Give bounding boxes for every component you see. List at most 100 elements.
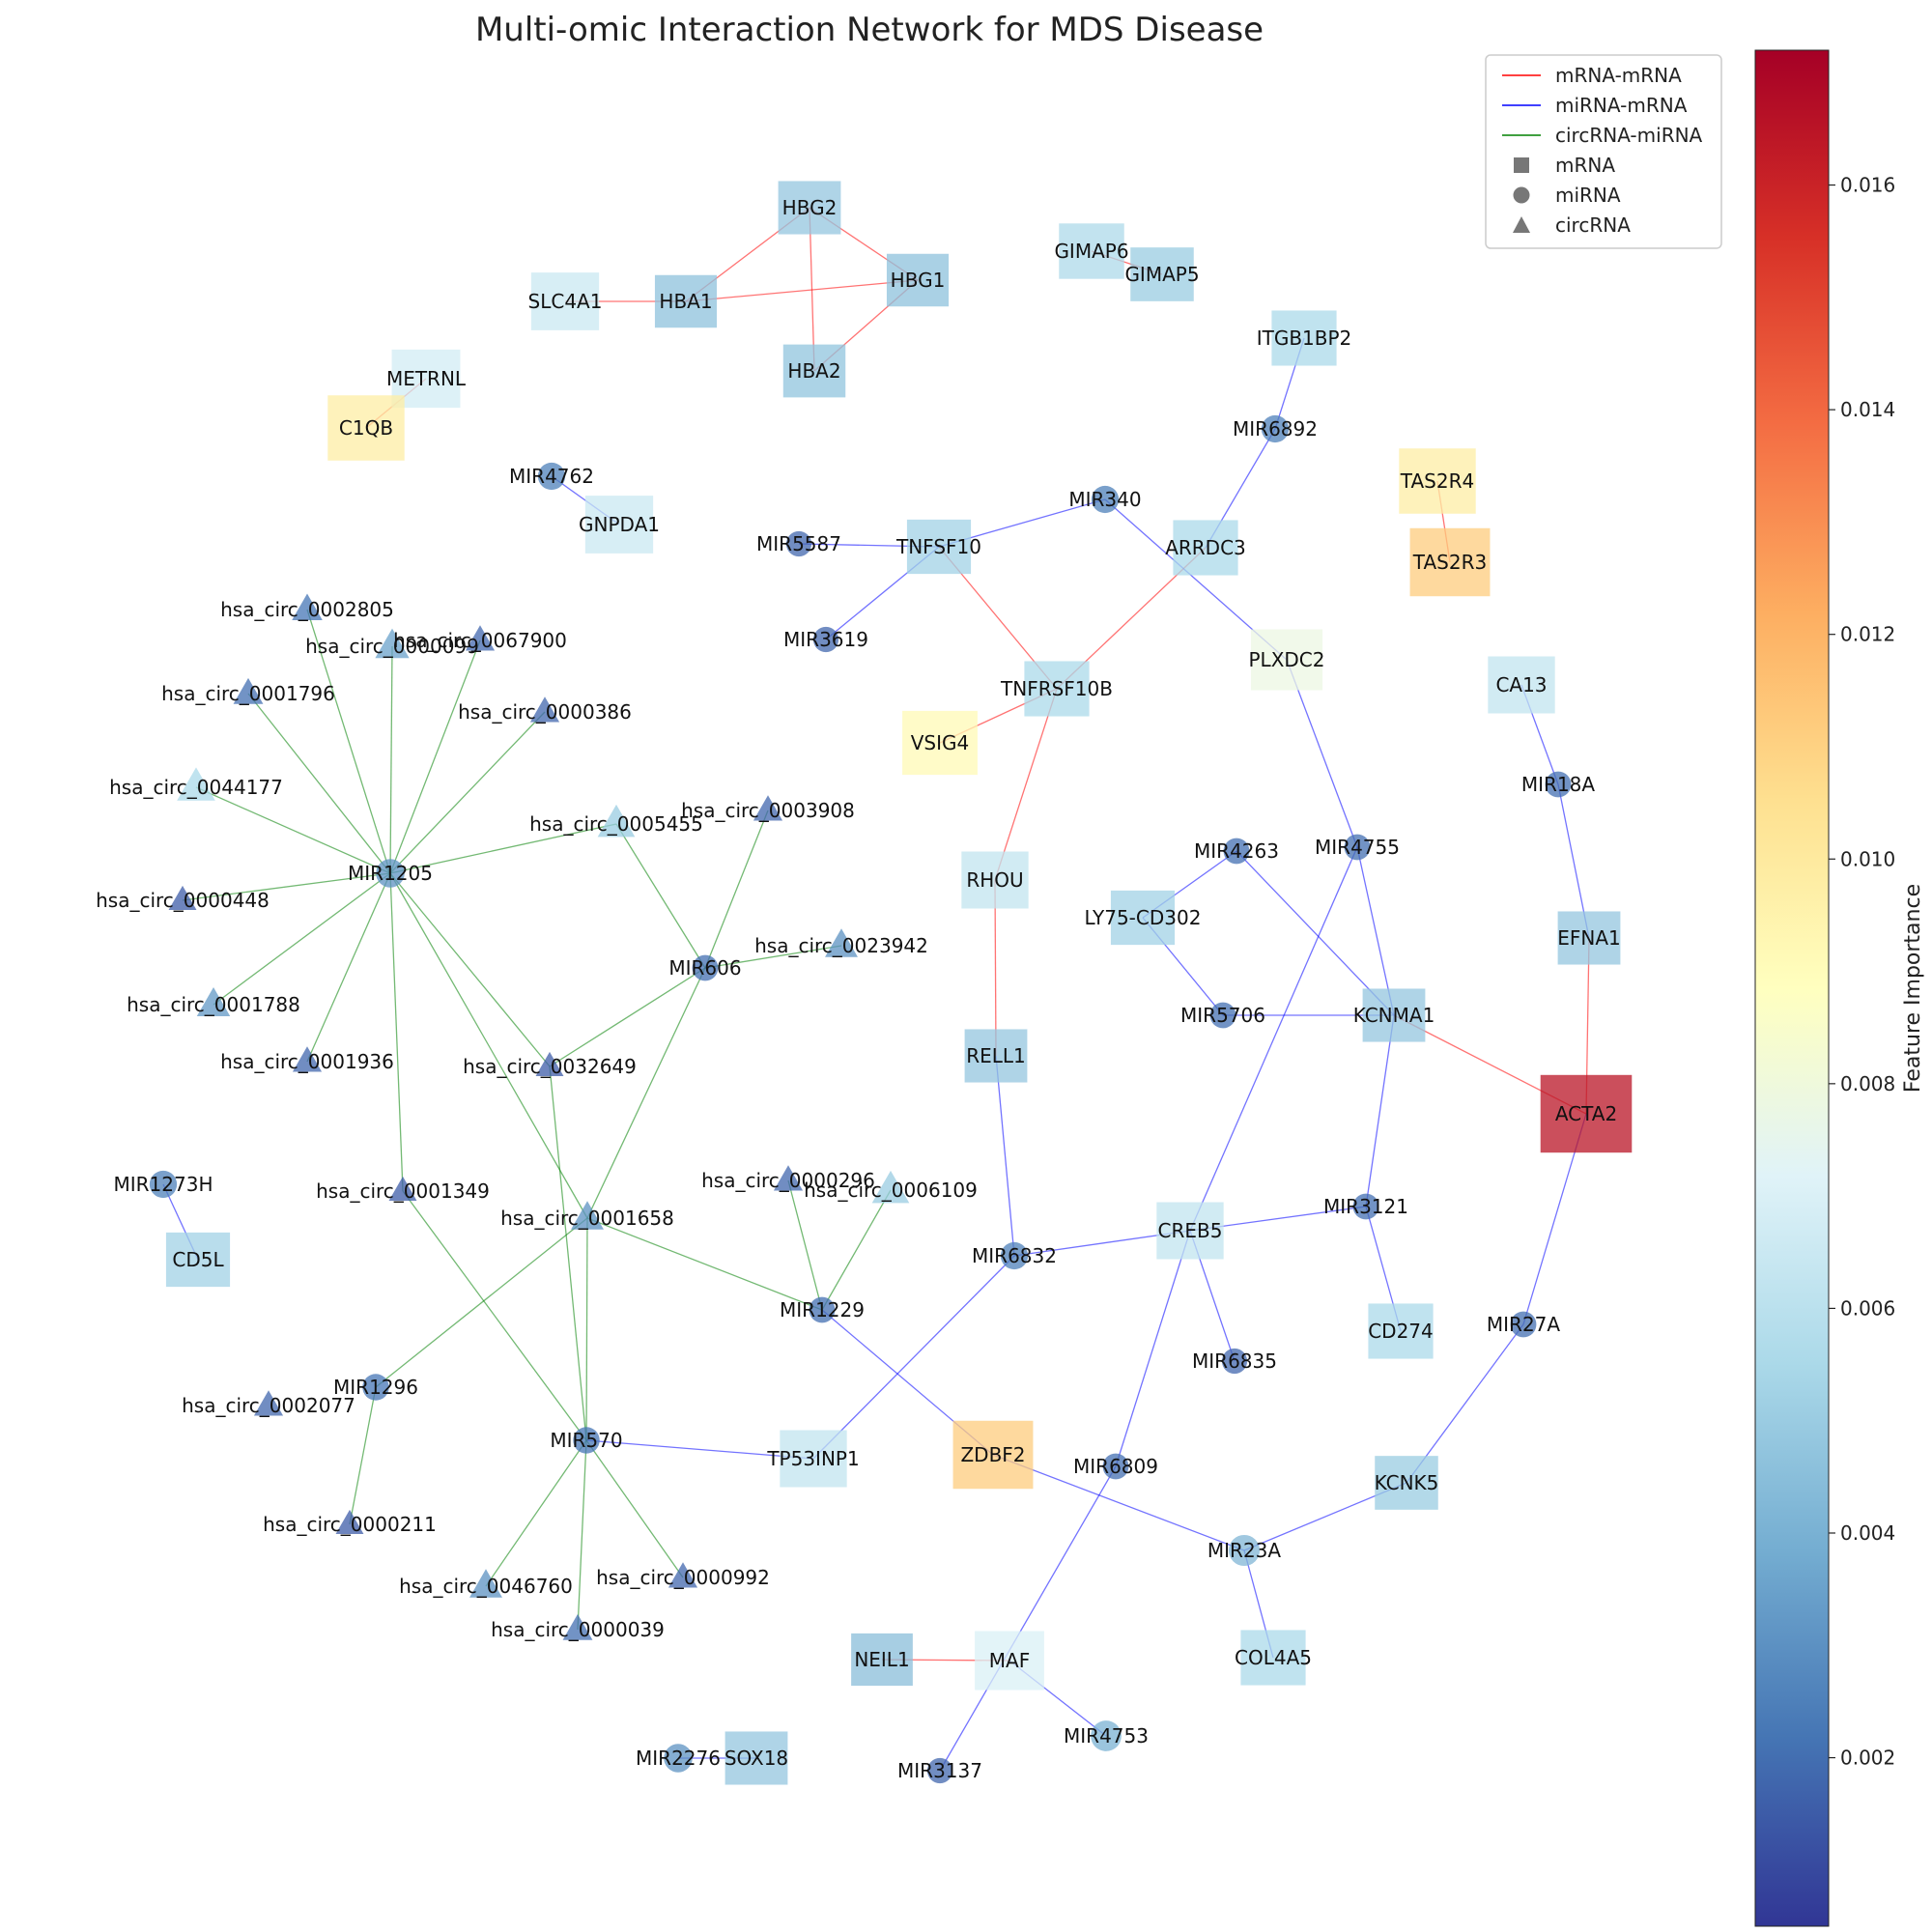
edge-mir4755-creb5	[1189, 846, 1358, 1232]
node-label-cd5l: CD5L	[172, 1248, 224, 1271]
node-label-tnfsf10: TNFSF10	[895, 535, 981, 558]
node-label-vsig4: VSIG4	[911, 731, 970, 754]
figure-title: Multi-omic Interaction Network for MDS D…	[475, 11, 1264, 49]
node-mir18a	[1545, 771, 1572, 798]
node-label-mir3619: MIR3619	[783, 628, 868, 651]
node-label-mir606: MIR606	[668, 956, 741, 980]
node-label-hsa-circ-0002805: hsa_circ_0002805	[220, 598, 394, 621]
node-label-hsa-circ-0000039: hsa_circ_0000039	[491, 1618, 665, 1641]
node-hbg2	[778, 181, 841, 235]
edge-mir23a-zdbf2	[992, 1454, 1245, 1551]
node-label-mir6809: MIR6809	[1073, 1455, 1158, 1478]
node-label-mir1273h: MIR1273H	[114, 1173, 213, 1196]
node-gnpda1	[584, 496, 654, 554]
node-label-metrnl: METRNL	[386, 367, 467, 390]
node-mir4755	[1344, 834, 1371, 861]
node-label-hsa-circ-0000211: hsa_circ_0000211	[263, 1513, 437, 1536]
node-hsa-circ-0006109	[871, 1170, 910, 1204]
node-hsa-circ-0044177	[177, 767, 215, 801]
node-hsa-circ-0023942	[825, 928, 858, 957]
edge-mir6809-mir3137	[939, 1465, 1117, 1772]
node-label-ly75-cd302: LY75-CD302	[1085, 906, 1202, 929]
node-mir6892	[1261, 414, 1290, 443]
node-slc4a1	[530, 272, 600, 330]
node-hsa-circ-0002805	[292, 593, 323, 620]
edge-mir6832-rell1	[995, 1055, 1015, 1257]
node-label-zdbf2: ZDBF2	[960, 1443, 1025, 1466]
node-tp53inp1	[780, 1430, 847, 1488]
node-arrdc3	[1173, 520, 1238, 576]
node-label-ca13: CA13	[1495, 673, 1547, 696]
node-mir1273h	[149, 1170, 178, 1199]
legend-label-mirna-mrna: miRNA-mRNA	[1555, 94, 1688, 117]
node-label-hsa-circ-0005455: hsa_circ_0005455	[529, 812, 703, 836]
node-mir5587	[785, 530, 812, 557]
legend-label-circrna-mirna: circRNA-miRNA	[1555, 124, 1703, 147]
node-label-hsa-circ-0067900: hsa_circ_0067900	[393, 629, 567, 652]
node-hsa-circ-0003908	[753, 795, 783, 821]
node-ly75-cd302	[1110, 890, 1176, 946]
edge-mir1296-hsa-circ-0001658	[375, 1217, 588, 1388]
node-label-hsa-circ-0003908: hsa_circ_0003908	[681, 799, 855, 822]
node-label-mir5706: MIR5706	[1180, 1004, 1265, 1027]
legend-swatch-mrna	[1514, 157, 1529, 173]
edge-mir570-hsa-circ-0001349	[402, 1190, 587, 1441]
node-label-mir4762: MIR4762	[509, 465, 594, 488]
node-label-gimap6: GIMAP6	[1054, 240, 1128, 263]
node-label-hsa-circ-0000099: hsa_circ_0000099	[305, 635, 479, 658]
node-label-hsa-circ-0001658: hsa_circ_0001658	[500, 1207, 674, 1230]
edge-mir606-hsa-circ-0005455	[615, 823, 706, 969]
node-mir1229	[809, 1296, 836, 1323]
node-creb5	[1156, 1202, 1224, 1260]
node-label-hsa-circ-0023942: hsa_circ_0023942	[754, 934, 928, 957]
node-hsa-circ-0000992	[668, 1562, 698, 1588]
colorbar-tick-label: 0.010	[1840, 847, 1895, 870]
node-zdbf2	[952, 1420, 1034, 1490]
edge-mir570-hsa-circ-0000992	[585, 1439, 684, 1578]
node-label-tas2r4: TAS2R4	[1400, 469, 1474, 493]
node-neil1	[851, 1633, 913, 1687]
node-label-hsa-circ-0046760: hsa_circ_0046760	[399, 1575, 573, 1598]
edge-rhou-rell1	[994, 879, 997, 1057]
node-hsa-circ-0067900	[465, 625, 496, 651]
node-mir3619	[812, 626, 839, 653]
node-label-mir4263: MIR4263	[1194, 839, 1279, 863]
node-mir4753	[1091, 1720, 1122, 1751]
node-hsa-circ-0001796	[233, 677, 264, 704]
node-maf	[975, 1631, 1044, 1690]
node-label-hsa-circ-0001349: hsa_circ_0001349	[316, 1179, 490, 1203]
colorbar-tick-label: 0.014	[1840, 398, 1895, 421]
node-hsa-circ-0005455	[597, 804, 636, 838]
node-label-sox18: SOX18	[724, 1747, 788, 1770]
node-hba1	[654, 274, 718, 328]
node-label-cd274: CD274	[1368, 1320, 1434, 1343]
edge-mir4755-plxdc2	[1286, 659, 1358, 848]
legend-label-mrna-mrna: mRNA-mRNA	[1555, 64, 1682, 87]
node-label-hsa-circ-0006109: hsa_circ_0006109	[804, 1179, 978, 1202]
node-kcnk5	[1375, 1456, 1438, 1510]
edge-mir1205-hsa-circ-0002805	[306, 609, 391, 874]
node-hsa-circ-0046760	[469, 1569, 502, 1598]
node-layer	[149, 181, 1633, 1785]
node-label-mir570: MIR570	[550, 1429, 622, 1452]
node-cd5l	[165, 1232, 231, 1288]
edge-tnfrsf10b-rhou	[994, 688, 1058, 881]
edge-mir570-hsa-circ-0000039	[577, 1439, 587, 1631]
node-label-hbg2: HBG2	[782, 196, 838, 219]
node-label-gimap5: GIMAP5	[1124, 263, 1199, 286]
node-hsa-circ-0001788	[196, 987, 231, 1016]
node-label-mir4753: MIR4753	[1064, 1724, 1149, 1747]
edge-mir4263-kcnma1	[1236, 850, 1395, 1016]
node-c1qb	[327, 395, 405, 461]
node-label-hsa-circ-0002077: hsa_circ_0002077	[182, 1394, 355, 1417]
node-rell1	[964, 1029, 1028, 1083]
node-mir1205	[376, 859, 405, 888]
node-col4a5	[1240, 1630, 1306, 1686]
node-label-mir340: MIR340	[1068, 488, 1141, 511]
node-mir3137	[926, 1757, 953, 1784]
node-label-rell1: RELL1	[966, 1044, 1026, 1067]
node-label-tnfrsf10b: TNFRSF10B	[1000, 677, 1113, 700]
node-label-mir1296: MIR1296	[333, 1376, 418, 1399]
node-label-hsa-circ-0000992: hsa_circ_0000992	[596, 1566, 770, 1589]
node-vsig4	[902, 710, 978, 776]
